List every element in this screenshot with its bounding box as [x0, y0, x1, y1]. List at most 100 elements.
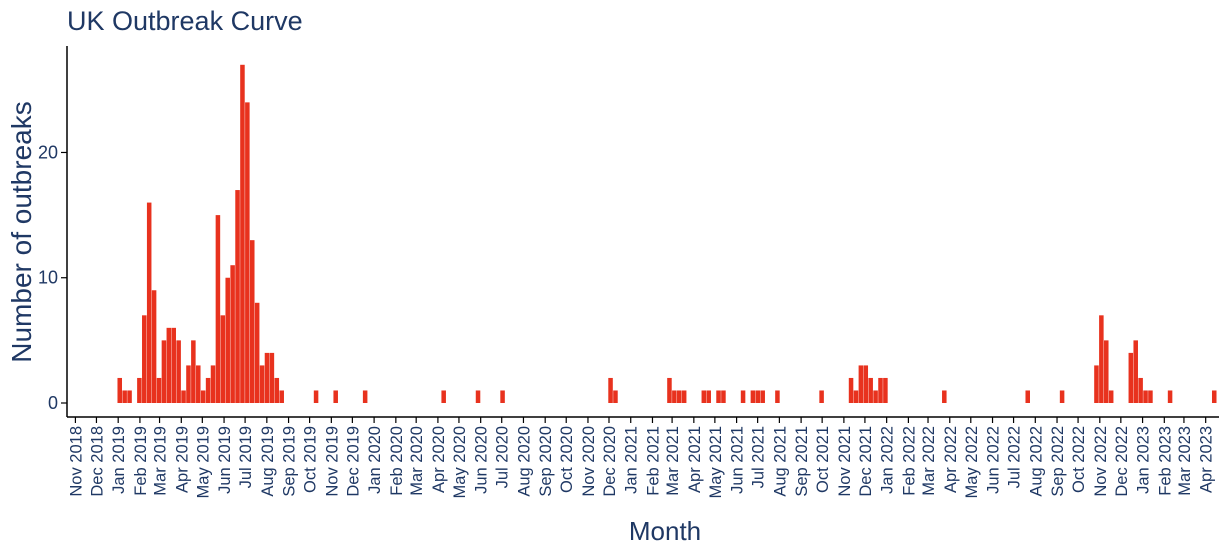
bar-2020-12-07	[613, 390, 618, 403]
bar-2021-05-10	[721, 390, 726, 403]
x-tick-label-2020-08-01: Aug 2020	[515, 426, 533, 497]
bar-2019-03-11	[166, 327, 172, 403]
x-tick-label-2020-06-01: Jun 2020	[473, 426, 491, 494]
x-tick-label-2023-04-01: Apr 2023	[1198, 426, 1216, 493]
x-tick-label-2020-03-01: Mar 2020	[408, 426, 426, 496]
bar-2022-12-19	[1133, 340, 1138, 403]
bar-2019-04-15	[191, 340, 196, 403]
bar-2019-07-01	[245, 102, 250, 404]
bar-2020-06-29	[500, 390, 505, 403]
bar-2021-11-22	[858, 365, 864, 403]
bar-2019-02-25	[156, 377, 162, 403]
x-tick-label-2020-09-01: Sep 2020	[537, 426, 555, 497]
bar-2023-01-09	[1148, 390, 1153, 403]
bars-layer	[117, 64, 1217, 404]
bar-2020-05-25	[475, 390, 481, 403]
bar-2021-04-19	[706, 390, 711, 403]
x-tick-label-2020-07-01: Jul 2020	[494, 426, 512, 488]
x-tick-label-2022-09-01: Sep 2022	[1049, 426, 1067, 497]
x-tick-label-2022-03-01: Mar 2022	[920, 426, 938, 496]
bar-2019-07-22	[259, 365, 265, 403]
bar-2021-11-08	[848, 377, 854, 403]
bar-2021-11-29	[863, 365, 869, 403]
x-tick-label-2021-12-01: Dec 2021	[857, 426, 875, 497]
x-tick-label-2022-02-01: Feb 2022	[900, 426, 918, 496]
bar-2018-12-31	[117, 377, 122, 403]
bar-2019-06-17	[235, 190, 240, 403]
x-tick-label-2020-02-01: Feb 2020	[388, 426, 406, 496]
bar-2023-02-06	[1167, 390, 1173, 403]
x-tick-label-2022-04-01: Apr 2022	[942, 426, 960, 493]
x-tick-label-2021-04-01: Apr 2021	[686, 426, 704, 493]
chart-title: UK Outbreak Curve	[67, 6, 303, 36]
y-ticks-layer: 0 10 20	[38, 142, 67, 413]
x-tick-label-2019-10-01: Oct 2019	[302, 426, 320, 493]
bar-2019-02-11	[146, 202, 152, 403]
bar-2019-02-04	[142, 315, 147, 403]
y-tick-label-0: 0	[48, 393, 58, 413]
x-tick-label-2021-11-01: Nov 2021	[836, 426, 854, 497]
x-tick-label-2021-07-01: Jul 2021	[750, 426, 768, 488]
bar-2019-12-16	[362, 390, 368, 403]
bar-2021-12-20	[878, 377, 883, 403]
x-tick-label-2019-09-01: Sep 2019	[281, 426, 299, 497]
y-axis-title: Number of outbreaks	[6, 101, 37, 362]
x-tick-label-2020-10-01: Oct 2020	[558, 426, 576, 493]
bar-2019-05-06	[205, 377, 211, 403]
bar-2021-11-15	[853, 390, 859, 403]
x-tick-label-2019-01-01: Jan 2019	[110, 426, 128, 494]
bar-2019-04-22	[196, 365, 201, 403]
x-tick-label-2022-08-01: Aug 2022	[1027, 426, 1045, 497]
bar-2022-09-05	[1059, 390, 1065, 403]
x-tick-label-2020-05-01: May 2020	[451, 426, 469, 498]
bar-2019-08-19	[279, 390, 284, 403]
bar-2022-11-07	[1104, 340, 1109, 403]
x-tick-label-2019-07-01: Jul 2019	[237, 426, 255, 488]
bar-2023-01-02	[1143, 390, 1148, 403]
x-tick-label-2019-03-01: Mar 2019	[152, 426, 170, 496]
bar-2019-08-05	[269, 352, 275, 403]
x-axis-title: Month	[629, 516, 701, 546]
bar-2021-12-13	[873, 390, 878, 403]
x-tick-label-2022-07-01: Jul 2022	[1006, 426, 1024, 488]
bar-2021-07-05	[760, 390, 765, 403]
bar-2021-03-08	[677, 390, 682, 403]
bar-2019-01-28	[137, 377, 142, 403]
bar-2022-12-26	[1138, 377, 1143, 403]
y-tick-label-10: 10	[38, 268, 58, 288]
y-tick-label-20: 20	[38, 142, 58, 162]
x-tick-label-2020-12-01: Dec 2020	[601, 426, 619, 497]
x-tick-label-2019-11-01: Nov 2019	[323, 426, 341, 497]
x-tick-label-2018-11-01: Nov 2018	[67, 426, 85, 497]
bar-2019-10-07	[313, 390, 319, 403]
bar-2021-04-12	[701, 390, 707, 403]
bar-2019-11-04	[333, 390, 338, 403]
bar-2021-02-22	[667, 377, 672, 403]
x-tick-label-2021-02-01: Feb 2021	[644, 426, 662, 496]
bar-2021-06-21	[750, 390, 756, 403]
bar-2022-10-31	[1099, 315, 1104, 403]
bar-2021-09-27	[819, 390, 824, 403]
bar-2022-03-21	[942, 390, 947, 403]
bar-2019-03-18	[171, 327, 176, 403]
x-tick-label-2021-06-01: Jun 2021	[729, 426, 747, 494]
bar-2022-10-24	[1094, 365, 1099, 403]
bar-2022-11-14	[1108, 390, 1114, 403]
x-tick-label-2019-12-01: Dec 2019	[344, 426, 362, 497]
bar-2019-07-15	[254, 302, 260, 403]
x-tick-label-2021-03-01: Mar 2021	[664, 426, 682, 496]
bar-2020-11-30	[608, 377, 613, 403]
bar-2021-06-07	[740, 390, 746, 403]
bar-2022-12-12	[1128, 352, 1134, 403]
bar-2019-03-25	[176, 340, 181, 403]
x-tick-label-2023-01-01: Jan 2023	[1135, 426, 1153, 494]
bar-2019-03-04	[161, 340, 167, 403]
bar-2019-08-12	[274, 377, 280, 403]
x-tick-label-2022-05-01: May 2022	[963, 426, 981, 498]
bar-2019-04-29	[200, 390, 206, 403]
bar-2021-07-26	[775, 390, 780, 403]
x-tick-label-2021-09-01: Sep 2021	[793, 426, 811, 497]
x-tick-label-2021-05-01: May 2021	[707, 426, 725, 498]
x-tick-label-2020-11-01: Nov 2020	[580, 426, 598, 497]
